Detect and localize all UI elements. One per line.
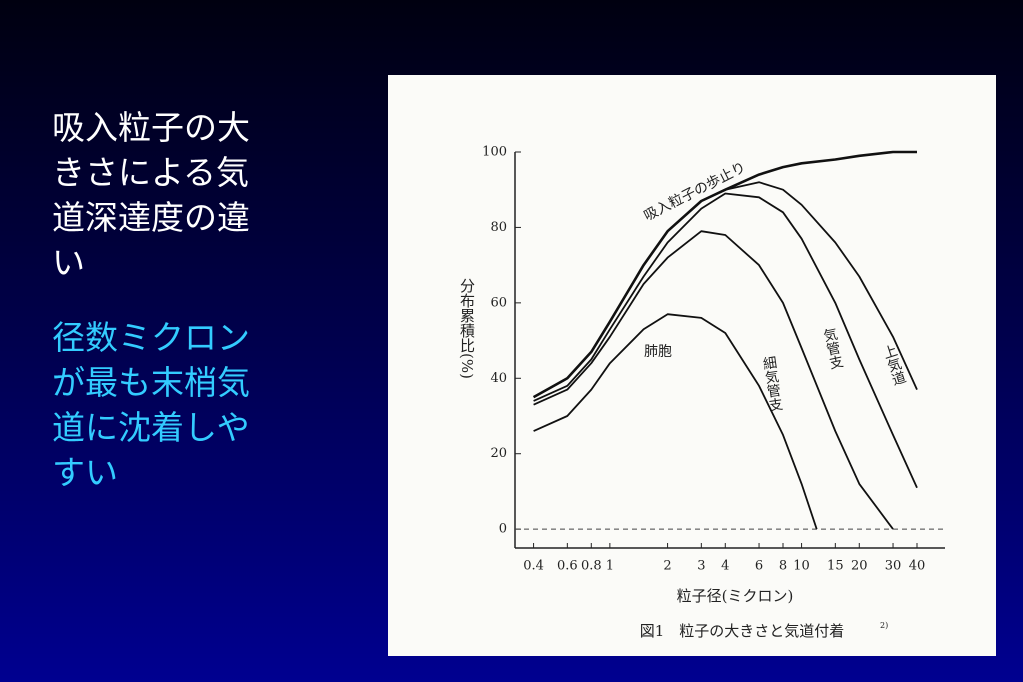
- x-tick-label: 1: [606, 559, 614, 574]
- x-tick-label: 0.4: [523, 559, 544, 574]
- y-tick-label: 100: [482, 145, 507, 160]
- x-tick-label: 30: [885, 559, 902, 574]
- x-axis-label: 粒子径(ミクロン): [677, 587, 794, 605]
- x-tick-label: 15: [827, 559, 844, 574]
- slide-heading: 吸入粒子の大きさによる気道深達度の違い: [52, 108, 250, 282]
- series-line: [533, 230, 894, 530]
- y-axis-label: 分布累積比(%): [458, 278, 476, 379]
- series-label: 肺胞: [644, 344, 672, 360]
- y-tick-label: 60: [490, 295, 507, 310]
- x-tick-label: 10: [793, 559, 810, 574]
- x-tick-label: 8: [779, 559, 787, 574]
- series-line: [533, 181, 918, 398]
- y-tick-label: 0: [499, 522, 507, 537]
- x-tick-label: 6: [755, 559, 763, 574]
- x-tick-label: 40: [909, 559, 926, 574]
- slide-point: 径数ミクロンが最も末梢気道に沈着しやすい: [52, 318, 250, 492]
- x-tick-label: 4: [721, 559, 729, 574]
- x-tick-label: 0.6: [557, 559, 578, 574]
- y-tick-label: 20: [490, 446, 507, 461]
- x-tick-label: 20: [851, 559, 868, 574]
- x-tick-label: 0.8: [581, 559, 602, 574]
- series-line: [533, 192, 918, 489]
- chart-caption: 図1 粒子の大きさと気道付着: [640, 622, 845, 640]
- chart: 図1 粒子の大きさと気道付着 2) 粒子径(ミクロン) 分布累積比(%) 020…: [388, 75, 996, 656]
- y-tick-label: 80: [490, 220, 507, 235]
- chart-panel: [388, 75, 996, 656]
- y-tick-label: 40: [490, 371, 507, 386]
- x-tick-label: 2: [663, 559, 671, 574]
- caption-ref: 2): [880, 621, 888, 630]
- x-tick-label: 3: [697, 559, 705, 574]
- series-line: [533, 313, 818, 530]
